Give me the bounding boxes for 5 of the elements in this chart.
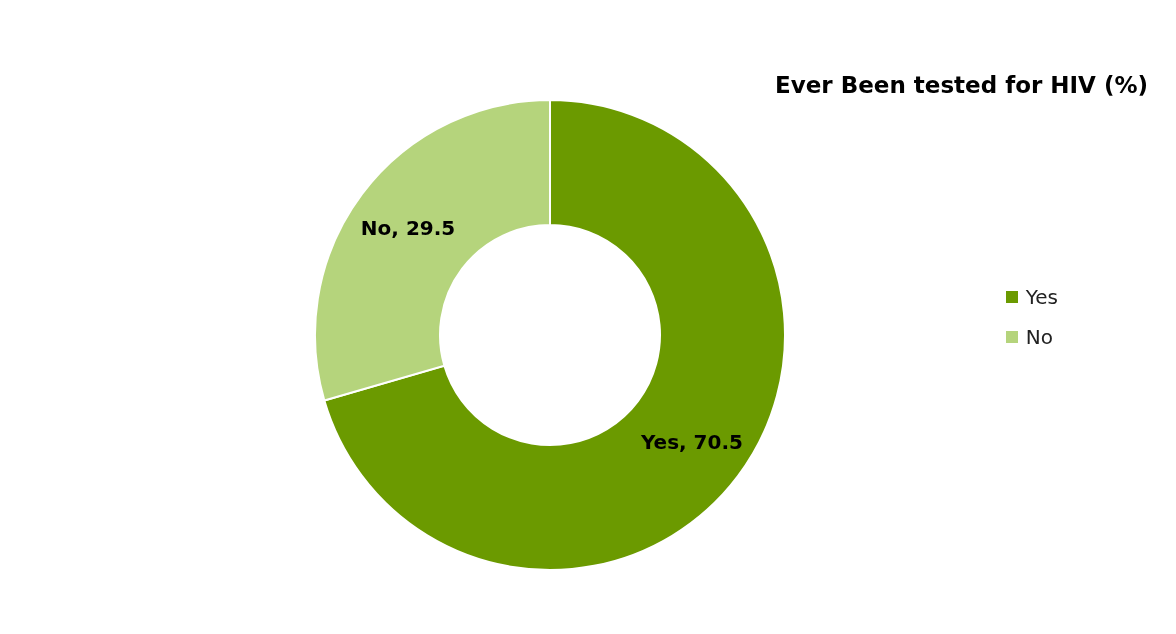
legend-label: Yes xyxy=(1025,285,1058,309)
data-label: No, 29.5 xyxy=(360,216,456,241)
legend-label: No xyxy=(1025,325,1053,349)
data-label: Yes, 70.5 xyxy=(639,429,743,454)
chart-title: Ever Been tested for HIV (%) xyxy=(774,72,1148,98)
